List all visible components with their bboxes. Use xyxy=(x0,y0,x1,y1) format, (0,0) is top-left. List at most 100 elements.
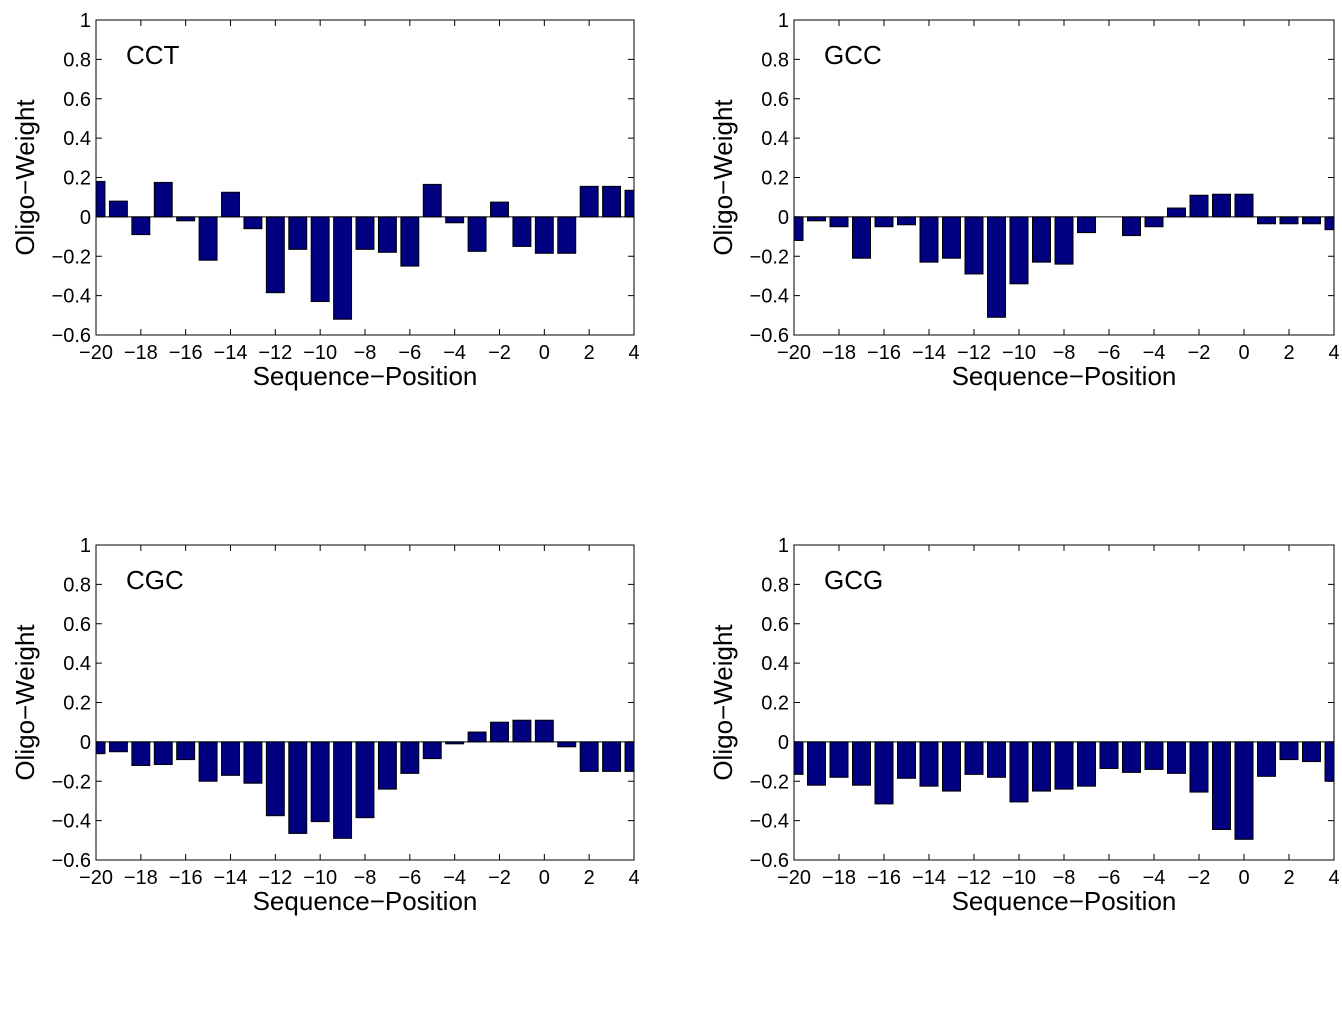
bar xyxy=(897,216,916,226)
y-tick-label: 0 xyxy=(80,207,91,229)
y-tick-label: −0.6 xyxy=(750,850,789,872)
bar xyxy=(490,201,509,218)
y-tick-label: 0 xyxy=(80,732,91,754)
bar xyxy=(1324,741,1334,782)
bar xyxy=(355,741,375,819)
x-tick-label: −18 xyxy=(822,867,856,889)
bar xyxy=(198,741,218,782)
x-tick-label: 2 xyxy=(1283,867,1294,889)
x-tick-label: 0 xyxy=(1238,867,1249,889)
bar xyxy=(265,216,285,294)
x-tick-label: −20 xyxy=(777,342,811,364)
y-tick-label: 0 xyxy=(778,207,789,229)
panel-title: CCT xyxy=(126,40,180,70)
bar xyxy=(400,216,420,267)
bar xyxy=(557,216,577,254)
y-tick-label: 0.4 xyxy=(761,128,789,150)
bar xyxy=(243,741,263,784)
bar xyxy=(534,216,554,254)
bar xyxy=(400,741,420,774)
x-tick-label: −6 xyxy=(1098,342,1121,364)
bar xyxy=(153,741,173,766)
bar xyxy=(1099,741,1119,769)
bar xyxy=(1167,207,1186,218)
y-tick-label: 0.6 xyxy=(63,89,91,111)
x-tick-label: 2 xyxy=(584,342,595,364)
bars xyxy=(794,193,1334,318)
bar xyxy=(1144,216,1164,228)
bar xyxy=(829,741,849,778)
x-tick-label: −16 xyxy=(867,342,901,364)
bar xyxy=(1054,216,1074,265)
panel-title: GCG xyxy=(824,565,883,595)
x-tick-label: −12 xyxy=(258,867,292,889)
y-tick-label: 1 xyxy=(80,10,91,32)
bar xyxy=(221,191,240,218)
x-tick-label: −12 xyxy=(258,342,292,364)
x-tick-label: −10 xyxy=(303,867,337,889)
y-tick-label: 0 xyxy=(778,732,789,754)
x-tick-label: −20 xyxy=(777,867,811,889)
bar xyxy=(964,216,984,275)
bar xyxy=(310,216,330,303)
bar xyxy=(377,741,397,790)
y-tick-label: 0.4 xyxy=(63,128,91,150)
bar xyxy=(897,741,916,779)
bar xyxy=(919,216,939,263)
x-tick-label: −20 xyxy=(79,867,113,889)
y-tick-label: −0.2 xyxy=(52,246,91,268)
x-axis-label: Sequence−Position xyxy=(952,361,1177,391)
x-tick-label: −2 xyxy=(488,867,511,889)
bar xyxy=(1189,194,1209,218)
bar xyxy=(1212,193,1231,218)
bar xyxy=(794,216,804,241)
x-tick-label: −18 xyxy=(124,342,158,364)
y-tick-label: −0.4 xyxy=(750,811,789,833)
x-tick-label: −4 xyxy=(1143,342,1166,364)
x-tick-label: −12 xyxy=(957,867,991,889)
bar xyxy=(964,741,984,775)
x-tick-label: 0 xyxy=(1238,342,1249,364)
bar xyxy=(1009,216,1029,285)
bar xyxy=(874,216,894,228)
x-tick-label: −10 xyxy=(1002,867,1036,889)
bar xyxy=(108,200,128,218)
chart-panel-1: −0.6−0.4−0.200.20.40.60.81−20 −18 −16 −14 −1… xyxy=(10,10,640,391)
y-tick-label: −0.2 xyxy=(750,246,789,268)
x-tick-label: −10 xyxy=(303,342,337,364)
bar xyxy=(942,741,961,792)
bar xyxy=(852,216,871,259)
y-tick-label: 0.4 xyxy=(761,653,789,675)
x-tick-label: −16 xyxy=(867,867,901,889)
bar xyxy=(512,216,532,247)
bar xyxy=(602,185,622,218)
x-tick-label: −14 xyxy=(214,867,248,889)
bar xyxy=(1167,741,1186,774)
bar xyxy=(1257,216,1276,225)
x-tick-label: 0 xyxy=(539,867,550,889)
y-tick-label: −0.4 xyxy=(750,286,789,308)
bar xyxy=(377,216,397,253)
bar xyxy=(1324,216,1334,231)
x-tick-label: −4 xyxy=(1143,867,1166,889)
x-axis-label: Sequence−Position xyxy=(253,886,478,916)
y-tick-label: 0.6 xyxy=(761,89,789,111)
bar xyxy=(579,741,599,772)
y-tick-label: 0.2 xyxy=(63,168,91,190)
x-tick-label: −4 xyxy=(443,342,466,364)
x-tick-label: −2 xyxy=(1188,342,1211,364)
x-tick-label: 0 xyxy=(539,342,550,364)
bar xyxy=(1054,741,1074,790)
x-axis-label: Sequence−Position xyxy=(952,886,1177,916)
bar xyxy=(1257,741,1276,777)
y-tick-label: 1 xyxy=(778,535,789,557)
x-tick-label: −14 xyxy=(912,867,946,889)
bar xyxy=(794,741,804,775)
bar xyxy=(602,741,622,772)
bar xyxy=(919,741,939,787)
bar xyxy=(288,741,308,834)
x-tick-label: 4 xyxy=(1328,867,1339,889)
y-tick-label: −0.6 xyxy=(750,325,789,347)
bar xyxy=(198,216,218,261)
y-axis-label: Oligo−Weight xyxy=(708,624,738,781)
